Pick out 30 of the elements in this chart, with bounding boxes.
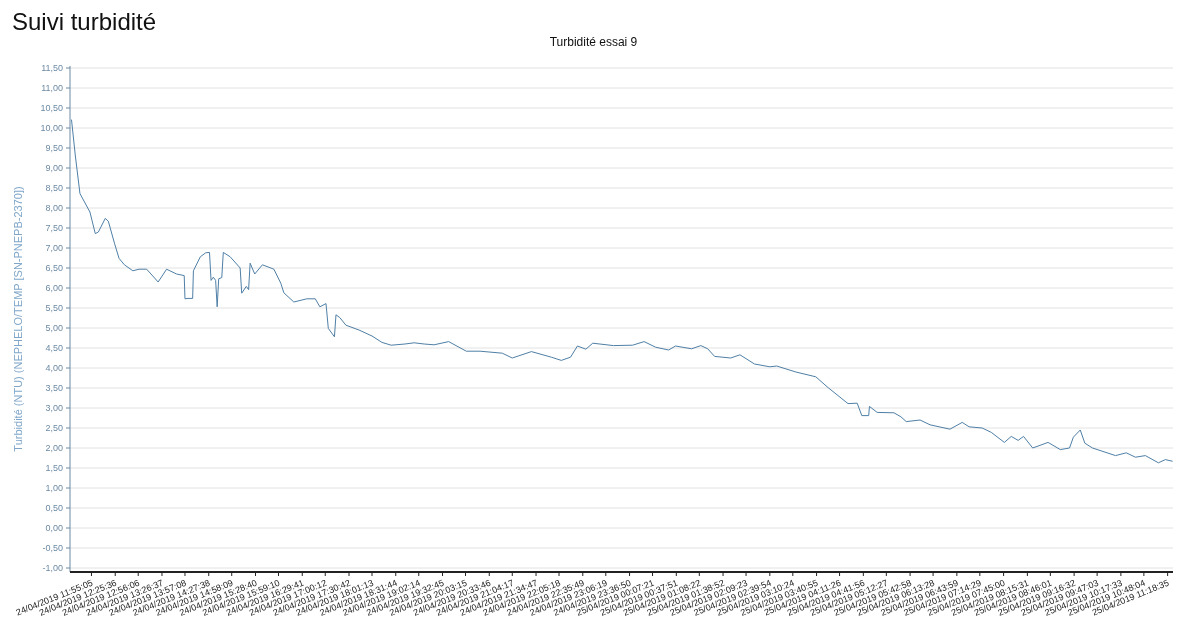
y-tick-label: 6,50 — [45, 262, 63, 273]
y-tick-label: 3,50 — [45, 382, 63, 393]
y-tick-label: 10,50 — [40, 102, 63, 113]
y-tick-label: 5,50 — [45, 302, 63, 313]
y-axis-title: Turbidité (NTU) (NEPHELO/TEMP [SN-PNEPB-2370]) — [12, 186, 24, 452]
line-series — [71, 119, 1173, 464]
y-tick-label: 8,50 — [45, 182, 63, 193]
y-tick-label: 9,50 — [45, 142, 63, 153]
y-tick-label: 0,00 — [45, 522, 63, 533]
y-tick-label: 1,00 — [45, 482, 63, 493]
y-tick-label: -0,50 — [42, 542, 63, 553]
y-tick-label: 11,50 — [41, 62, 63, 73]
y-tick-label: 8,00 — [45, 202, 63, 213]
y-tick-label: 2,50 — [45, 422, 63, 433]
y-tick-label: -1,00 — [42, 562, 63, 573]
chart-subtitle: Turbidité essai 9 — [549, 35, 638, 49]
y-tick-label: 6,00 — [45, 282, 63, 293]
y-tick-label: 4,50 — [45, 342, 63, 353]
y-tick-label: 3,00 — [45, 402, 63, 413]
y-tick-label: 11,00 — [41, 82, 63, 93]
y-tick-label: 7,00 — [45, 242, 63, 253]
y-tick-label: 10,00 — [40, 122, 63, 133]
y-tick-label: 1,50 — [45, 462, 63, 473]
y-tick-label: 4,00 — [45, 362, 63, 373]
y-tick-label: 0,50 — [45, 502, 63, 513]
y-tick-label: 7,50 — [45, 222, 63, 233]
y-tick-label: 2,00 — [45, 442, 63, 453]
y-tick-label: 9,00 — [45, 162, 63, 173]
chart-title: Suivi turbidité — [12, 8, 157, 35]
y-tick-label: 5,00 — [45, 322, 63, 333]
